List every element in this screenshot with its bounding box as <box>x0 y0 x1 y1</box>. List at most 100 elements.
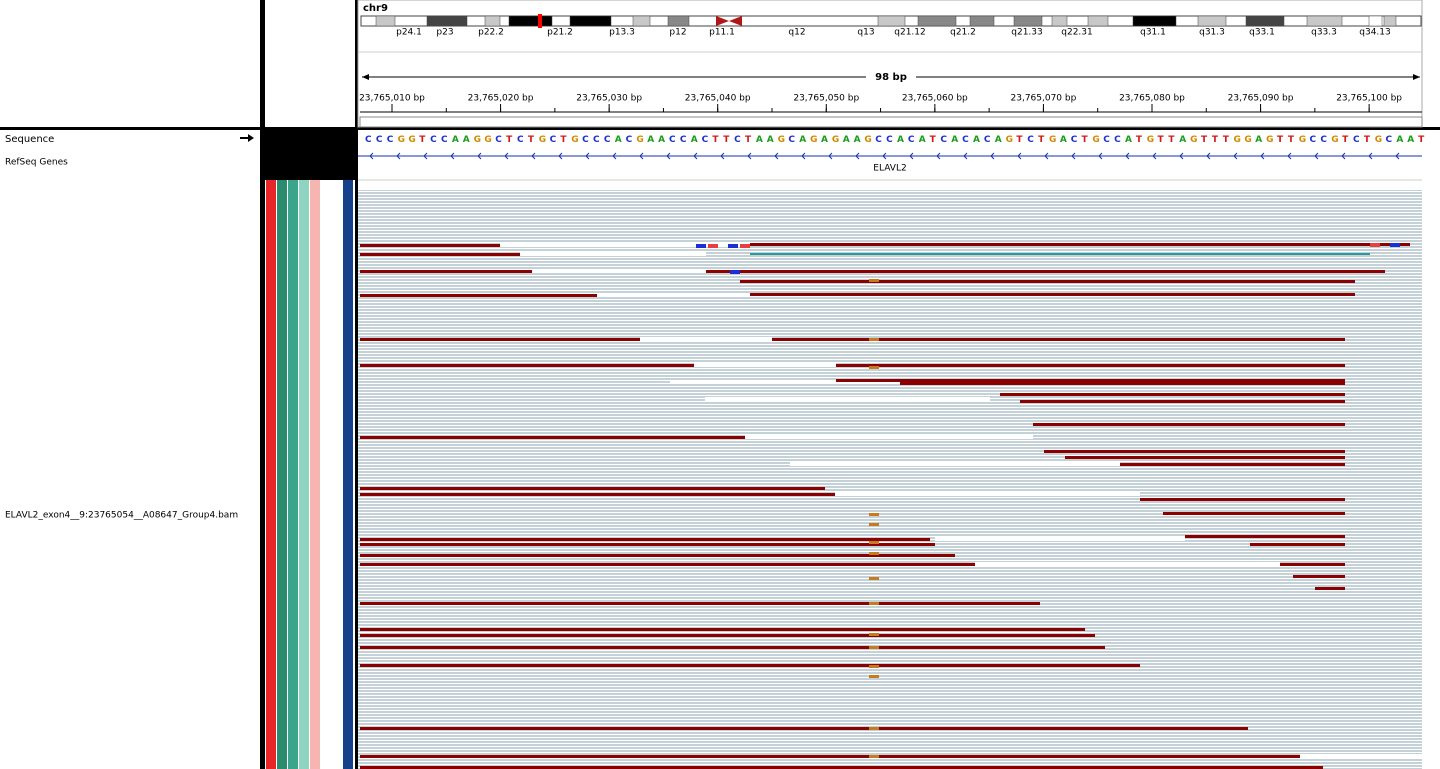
band-label: p12 <box>669 28 686 38</box>
strand-chevron <box>693 152 698 160</box>
base-mismatch <box>869 602 879 605</box>
mismatch-read <box>1293 575 1345 578</box>
band-label: p24.1 <box>396 28 422 38</box>
mismatch-read <box>360 554 955 557</box>
strand-chevron <box>828 152 833 160</box>
mismatch-read <box>360 338 640 341</box>
base-mismatch <box>869 523 879 526</box>
gene-name[interactable]: ELAVL2 <box>873 164 906 174</box>
mismatch-read <box>360 538 930 541</box>
base-mismatch <box>1390 243 1400 247</box>
band-label: q33.3 <box>1311 28 1337 38</box>
track-name[interactable]: Sequence <box>5 134 54 145</box>
strand-chevron <box>396 152 401 160</box>
band-label: q31.3 <box>1199 28 1225 38</box>
base-mismatch <box>869 577 879 580</box>
span-label: 98 bp <box>875 72 907 83</box>
band <box>969 15 995 27</box>
base-mismatch <box>730 270 740 274</box>
track-name[interactable]: ELAVL2_exon4__9:23765054__A08647_Group4.… <box>5 511 238 521</box>
mismatch-read <box>1044 450 1345 453</box>
strand-chevron <box>558 152 563 160</box>
band <box>1368 15 1383 27</box>
track-name[interactable]: RefSeq Genes <box>5 158 68 168</box>
strand-chevron <box>1206 152 1211 160</box>
read-teal <box>750 253 1370 255</box>
chromosome[interactable]: chr9 <box>363 3 388 14</box>
strand-chevron <box>1179 152 1184 160</box>
mismatch-read <box>750 243 1410 246</box>
unaligned <box>1300 754 1422 758</box>
mismatch-read <box>1120 463 1345 466</box>
mismatch-read <box>900 382 1345 385</box>
strand-chevron <box>963 152 968 160</box>
base-mismatch <box>869 665 879 668</box>
header-divider <box>0 127 1440 130</box>
strand-chevron <box>1395 152 1400 160</box>
mismatch-read <box>360 543 935 546</box>
base-mismatch <box>869 633 879 636</box>
base-mismatch <box>869 366 879 369</box>
position-label: 23,765,090 bp <box>1228 94 1294 104</box>
base-mismatch <box>869 552 879 555</box>
mismatch-read <box>836 379 1345 382</box>
base-mismatch <box>869 727 879 730</box>
base-mismatch <box>1370 243 1380 247</box>
mismatch-read <box>750 293 1355 296</box>
band-label: q22.31 <box>1061 28 1092 38</box>
mismatch-read <box>360 253 520 256</box>
band <box>508 15 553 27</box>
band <box>877 15 906 27</box>
position-label: 23,765,060 bp <box>902 94 968 104</box>
mismatch-read <box>360 563 975 566</box>
band <box>1306 15 1343 27</box>
unaligned <box>835 492 1140 496</box>
mismatch-read <box>360 493 835 496</box>
position-label: 23,765,100 bp <box>1336 94 1402 104</box>
band-label: p13.3 <box>609 28 635 38</box>
strand-chevron <box>1071 152 1076 160</box>
position-label: 23,765,040 bp <box>685 94 751 104</box>
strand-chevron <box>504 152 509 160</box>
strand-chevron <box>855 152 860 160</box>
mismatch-read <box>360 628 1085 631</box>
attribute-column <box>310 180 320 769</box>
unaligned <box>935 537 1185 541</box>
strand-chevron <box>747 152 752 160</box>
band <box>1132 15 1177 27</box>
strand-chevron <box>1125 152 1130 160</box>
band <box>375 15 396 27</box>
mismatch-read <box>772 338 1345 341</box>
base-mismatch <box>869 675 879 678</box>
band-label: p21.2 <box>547 28 573 38</box>
strand-chevron <box>936 152 941 160</box>
mismatch-read <box>360 364 694 367</box>
mismatch-read <box>706 270 1385 273</box>
band <box>1051 15 1068 27</box>
position-label: 23,765,070 bp <box>1011 94 1077 104</box>
strand-arrow[interactable] <box>240 134 254 142</box>
band <box>1013 15 1043 27</box>
strand-chevron <box>1152 152 1157 160</box>
mismatch-read <box>1065 456 1345 459</box>
mismatch-read <box>1033 423 1345 426</box>
centromere <box>716 16 742 26</box>
ruler-box <box>359 116 1423 128</box>
band <box>426 15 468 27</box>
reads-background <box>358 190 1422 769</box>
band-label: q21.33 <box>1011 28 1042 38</box>
band <box>667 15 690 27</box>
mismatch-read <box>1185 535 1345 538</box>
base-mismatch <box>869 513 879 516</box>
band <box>917 15 957 27</box>
strand-chevron <box>720 152 725 160</box>
mismatch-read <box>360 755 1300 758</box>
strand-chevron <box>1233 152 1238 160</box>
base-mismatch <box>869 755 879 758</box>
base-mismatch <box>740 244 750 248</box>
mismatch-read <box>1020 400 1345 403</box>
mismatch-read <box>1280 563 1345 566</box>
band-label: p22.2 <box>478 28 504 38</box>
